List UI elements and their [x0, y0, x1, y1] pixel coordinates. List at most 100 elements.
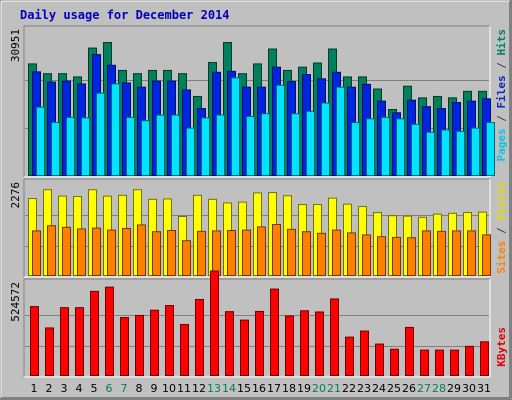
bar-kbytes-day-24	[375, 343, 384, 376]
bar-kbytes-day-30	[465, 345, 474, 377]
bar-sites-day-9	[152, 231, 161, 276]
x-tick-label-day-14: 14	[222, 382, 236, 395]
bar-pages-day-5	[96, 92, 105, 176]
x-tick-label-day-29: 29	[447, 382, 461, 395]
bar-pages-day-4	[81, 117, 90, 177]
bar-kbytes-day-26	[405, 326, 414, 377]
x-tick-label-day-4: 4	[76, 382, 83, 395]
bar-sites-day-15	[242, 229, 251, 277]
bar-pages-day-10	[171, 114, 180, 176]
y-max-label-sites-visits: 2276	[9, 182, 22, 209]
x-tick-label-day-20: 20	[312, 382, 326, 395]
bar-pages-day-2	[51, 122, 60, 176]
panel-sites-visits: 2276	[9, 178, 491, 278]
bar-pages-day-21	[336, 86, 345, 176]
bar-pages-day-15	[246, 115, 255, 176]
bar-pages-day-9	[156, 114, 165, 176]
bar-kbytes-day-25	[390, 348, 399, 377]
bar-sites-day-4	[77, 228, 86, 276]
y-max-label-kbytes: 524572	[9, 282, 22, 322]
panel-pages-files-hits: 30951	[9, 25, 495, 178]
bar-kbytes-day-21	[330, 298, 339, 376]
chart-panels: 30951 2276 524572	[9, 25, 495, 378]
chart-legend: Pages / Files / Hits Sites / Visits KBytes	[495, 29, 508, 367]
x-tick-label-day-25: 25	[387, 382, 401, 395]
bar-kbytes-day-4	[75, 307, 84, 376]
x-tick-label-day-27: 27	[417, 382, 431, 395]
x-tick-label-day-17: 17	[267, 382, 281, 395]
panel-kbytes: 524572	[9, 270, 491, 378]
bar-pages-day-11	[186, 127, 195, 177]
bar-pages-day-16	[261, 113, 270, 177]
bar-kbytes-day-10	[165, 305, 174, 376]
chart-title: Daily usage for December 2014	[20, 8, 230, 22]
bar-kbytes-day-3	[60, 307, 69, 376]
bar-sites-day-6	[107, 229, 116, 277]
legend-middle-part-2: Visits	[495, 181, 508, 221]
bar-kbytes-day-22	[345, 336, 354, 376]
bar-kbytes-day-7	[120, 317, 129, 377]
bar-sites-day-27	[422, 230, 431, 276]
bar-pages-day-7	[126, 116, 135, 176]
bar-sites-day-1	[32, 230, 41, 276]
bar-sites-day-16	[257, 226, 266, 277]
legend-top-part-0: Pages	[495, 128, 508, 161]
bar-kbytes-day-6	[105, 286, 114, 376]
x-tick-label-day-21: 21	[327, 382, 341, 395]
bar-kbytes-day-23	[360, 330, 369, 377]
bar-sites-day-29	[452, 230, 461, 276]
bar-pages-day-1	[36, 106, 45, 176]
bar-pages-day-6	[111, 83, 120, 176]
bar-kbytes-day-31	[480, 341, 489, 377]
bar-sites-day-24	[377, 236, 386, 276]
bar-pages-day-25	[396, 118, 405, 176]
x-tick-label-day-11: 11	[177, 382, 191, 395]
series-kbytes	[30, 270, 489, 377]
bar-pages-day-29	[456, 130, 465, 177]
bar-sites-day-17	[272, 224, 281, 276]
bar-kbytes-day-13	[210, 270, 219, 376]
bar-pages-day-24	[381, 116, 390, 176]
x-tick-label-day-12: 12	[192, 382, 206, 395]
bar-kbytes-day-5	[90, 290, 99, 376]
legend-bottom-part-0: KBytes	[495, 327, 508, 367]
x-tick-label-day-23: 23	[357, 382, 371, 395]
bar-pages-day-8	[141, 120, 150, 176]
bar-kbytes-day-16	[255, 310, 264, 376]
bar-sites-day-8	[137, 224, 146, 276]
bar-sites-day-18	[287, 228, 296, 276]
bar-sites-day-5	[92, 227, 101, 276]
x-tick-label-day-9: 9	[151, 382, 158, 395]
bar-sites-day-7	[122, 228, 131, 276]
x-tick-label-day-13: 13	[207, 382, 221, 395]
bar-sites-day-13	[212, 230, 221, 276]
x-tick-label-day-26: 26	[402, 382, 416, 395]
legend-top-part-3: /	[495, 56, 508, 76]
bar-pages-day-30	[471, 127, 480, 177]
bar-sites-day-12	[197, 230, 206, 276]
legend-middle-part-1: /	[495, 221, 508, 241]
bar-kbytes-day-9	[150, 309, 159, 376]
bar-sites-day-28	[437, 230, 446, 276]
bar-sites-day-19	[302, 231, 311, 276]
bar-pages-day-22	[351, 122, 360, 176]
x-tick-label-day-18: 18	[282, 382, 296, 395]
bar-sites-day-20	[317, 232, 326, 277]
y-max-label-pages-files-hits: 30951	[9, 29, 22, 62]
x-tick-label-day-8: 8	[136, 382, 143, 395]
bar-kbytes-day-27	[420, 349, 429, 376]
bar-kbytes-day-18	[285, 315, 294, 376]
bar-pages-day-3	[66, 116, 75, 176]
legend-top-part-1: /	[495, 109, 508, 129]
bar-kbytes-day-1	[30, 306, 39, 376]
bar-sites-day-11	[182, 240, 191, 276]
bar-kbytes-day-28	[435, 349, 444, 376]
x-tick-label-day-30: 30	[462, 382, 476, 395]
x-tick-label-day-22: 22	[342, 382, 356, 395]
bar-kbytes-day-12	[195, 298, 204, 376]
bar-sites-day-2	[47, 225, 56, 276]
x-tick-label-day-24: 24	[372, 382, 386, 395]
bar-pages-day-17	[276, 84, 285, 176]
bar-kbytes-day-2	[45, 327, 54, 376]
